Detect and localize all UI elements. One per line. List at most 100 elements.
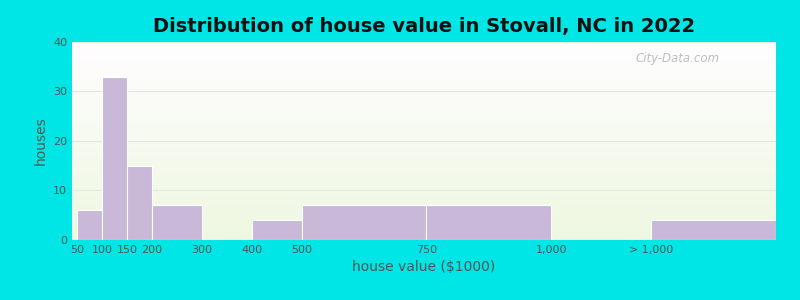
Bar [72, 106, 776, 107]
Bar [72, 118, 776, 119]
Bar [72, 185, 776, 187]
Bar [72, 207, 776, 208]
Bar [72, 108, 776, 109]
Bar [72, 160, 776, 161]
Bar [426, 205, 551, 240]
Bar [72, 66, 776, 67]
Bar [72, 63, 776, 64]
Bar [72, 174, 776, 175]
Bar [72, 217, 776, 218]
Bar [72, 170, 776, 171]
Bar [72, 238, 776, 239]
Bar [72, 164, 776, 165]
Bar [72, 123, 776, 124]
Bar [72, 58, 776, 59]
Bar [72, 228, 776, 229]
Text: City-Data.com: City-Data.com [635, 52, 719, 65]
Bar [72, 198, 776, 200]
Bar [72, 79, 776, 80]
Bar [72, 163, 776, 164]
Bar [127, 166, 152, 240]
Bar [72, 214, 776, 215]
Bar [72, 84, 776, 85]
Bar [72, 221, 776, 222]
Bar [72, 65, 776, 66]
Bar [72, 54, 776, 55]
Bar [72, 124, 776, 125]
Bar [72, 162, 776, 163]
Bar [72, 236, 776, 237]
Bar [72, 216, 776, 217]
Bar [72, 85, 776, 86]
Bar [72, 223, 776, 224]
Bar [72, 190, 776, 191]
Bar [72, 233, 776, 234]
Bar [72, 46, 776, 47]
Bar [72, 181, 776, 182]
Bar [72, 47, 776, 48]
Bar [72, 219, 776, 220]
Bar [252, 220, 302, 240]
Bar [72, 91, 776, 92]
Bar [302, 205, 426, 240]
Bar [72, 105, 776, 106]
Bar [72, 194, 776, 196]
Bar [77, 210, 102, 240]
Bar [72, 205, 776, 206]
Bar [72, 62, 776, 63]
Bar [72, 78, 776, 79]
Bar [72, 225, 776, 226]
Bar [72, 210, 776, 211]
Bar [72, 226, 776, 227]
Bar [72, 167, 776, 168]
Bar [72, 161, 776, 162]
Bar [72, 169, 776, 170]
Bar [72, 42, 776, 43]
Bar [72, 184, 776, 185]
Bar [72, 206, 776, 207]
Y-axis label: houses: houses [34, 117, 47, 165]
Bar [72, 144, 776, 145]
Bar [72, 165, 776, 166]
Bar [72, 60, 776, 61]
Bar [72, 102, 776, 104]
Bar [72, 67, 776, 68]
Bar [72, 112, 776, 113]
Bar [72, 50, 776, 51]
Bar [72, 103, 776, 104]
Bar [72, 55, 776, 56]
Bar [72, 51, 776, 52]
Bar [72, 109, 776, 110]
Bar [72, 200, 776, 201]
Bar [72, 92, 776, 94]
Bar [72, 135, 776, 136]
Bar [72, 183, 776, 184]
X-axis label: house value ($1000): house value ($1000) [352, 260, 496, 274]
Bar [72, 43, 776, 44]
Bar [72, 193, 776, 194]
Bar [72, 152, 776, 153]
Bar [72, 177, 776, 178]
Bar [72, 111, 776, 112]
Bar [72, 71, 776, 72]
Bar [72, 121, 776, 122]
Bar [72, 125, 776, 126]
Bar [72, 227, 776, 228]
Bar [72, 89, 776, 91]
Bar [72, 141, 776, 142]
Bar [72, 140, 776, 141]
Bar [72, 151, 776, 152]
Bar [72, 76, 776, 78]
Bar [72, 209, 776, 210]
Bar [72, 122, 776, 123]
Bar [72, 130, 776, 131]
Bar [72, 143, 776, 144]
Bar [72, 215, 776, 216]
Bar [72, 188, 776, 190]
Bar [72, 53, 776, 54]
Bar [72, 81, 776, 82]
Bar [72, 158, 776, 159]
Bar [72, 52, 776, 53]
Bar [72, 126, 776, 127]
Bar [72, 222, 776, 223]
